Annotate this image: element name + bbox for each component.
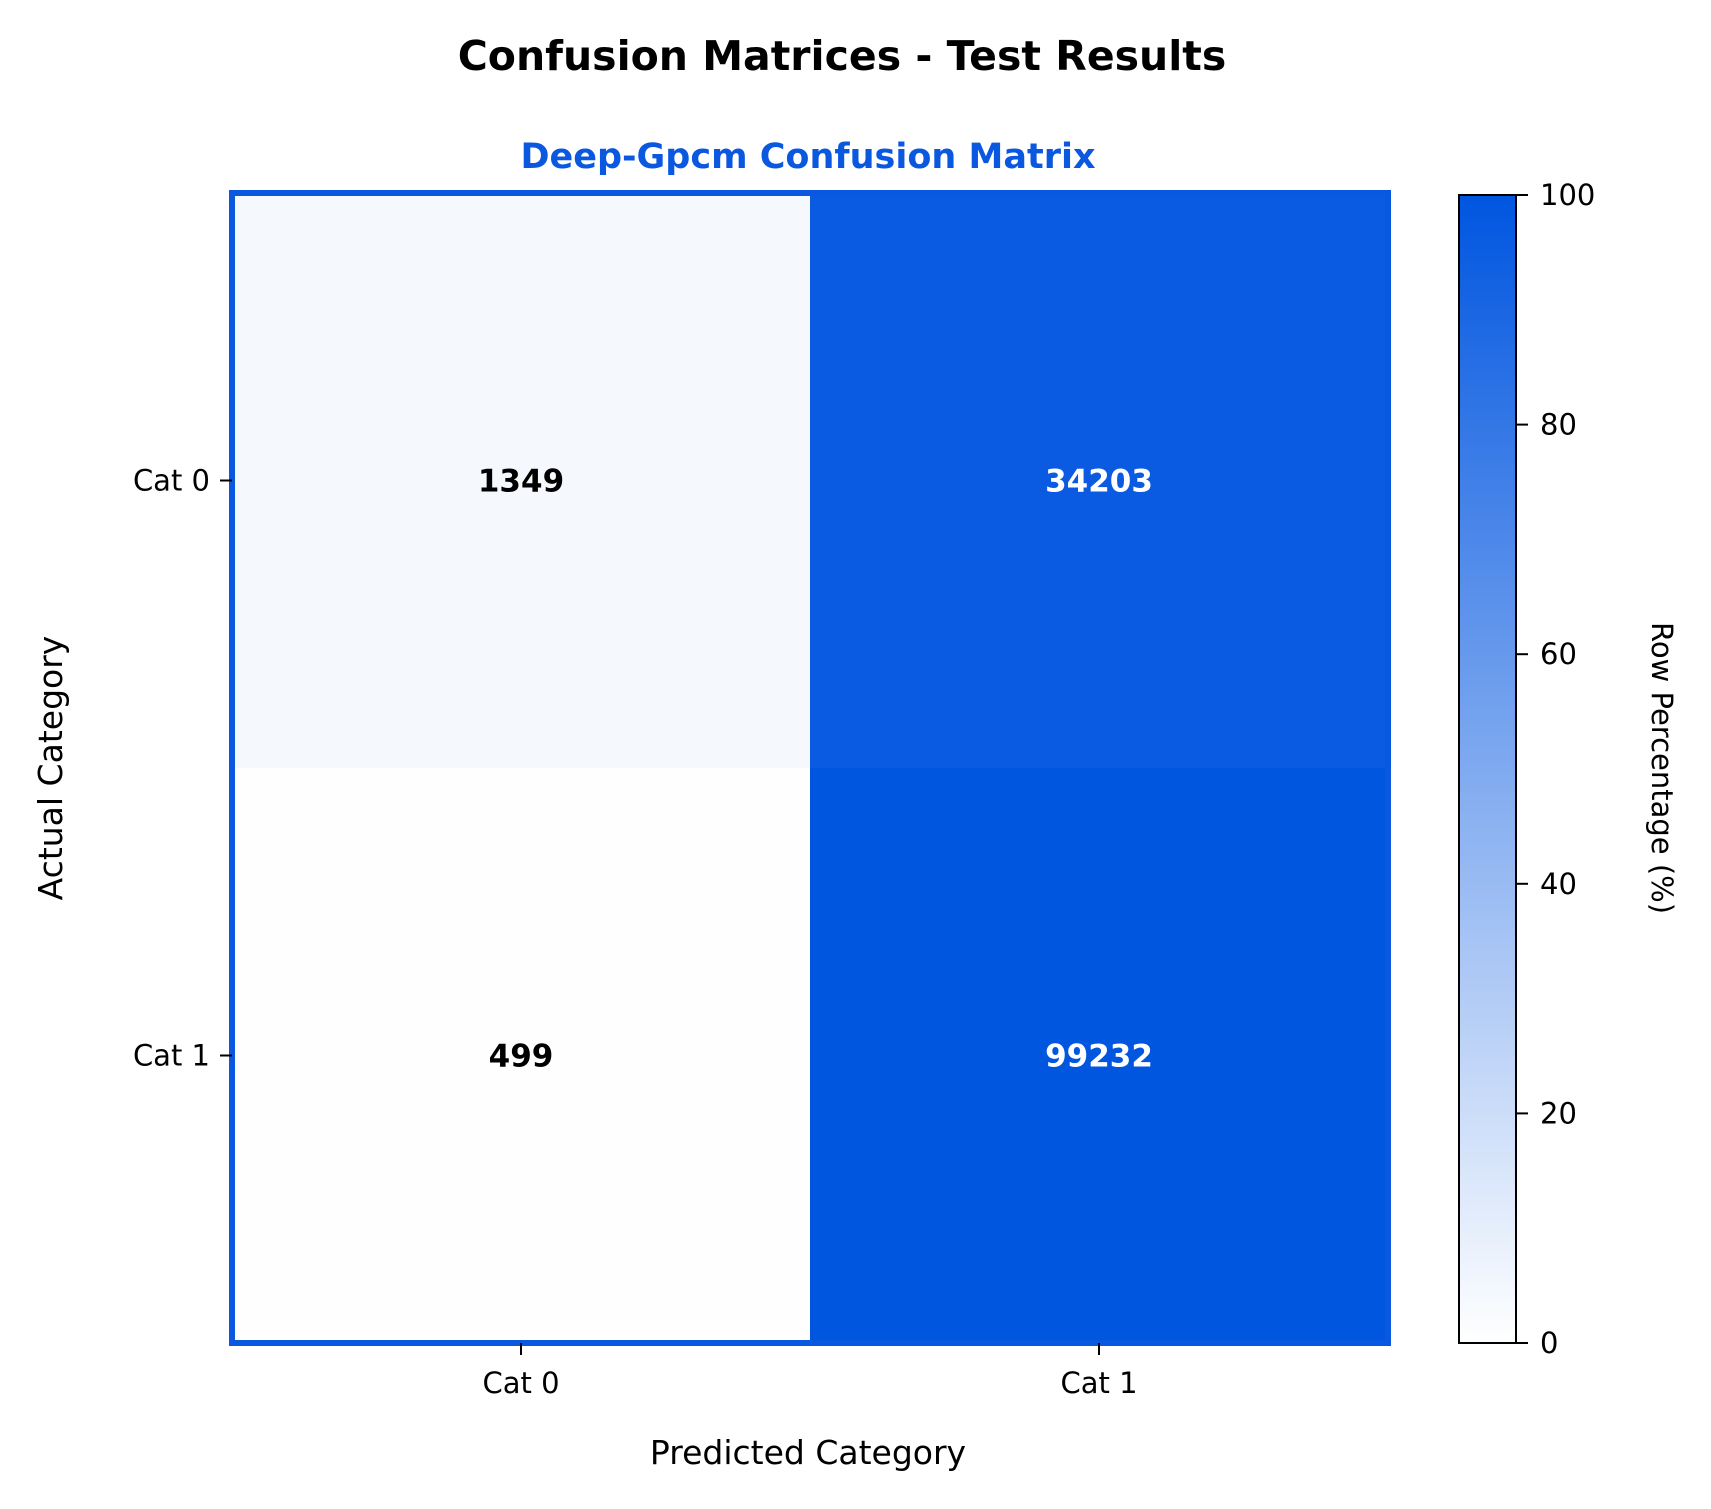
heatmap-cell-r1-c0 [232, 768, 811, 1344]
plot-frame [229, 190, 1391, 1346]
x-axis-ticks: Cat 0 Cat 1 [482, 1343, 1138, 1400]
figure-title: Confusion Matrices - Test Results [458, 32, 1227, 80]
colorbar-tick-label: 20 [1540, 1096, 1577, 1130]
colorbar-tick-label: 80 [1540, 408, 1577, 442]
heatmap-cell-r1-c1 [810, 768, 1389, 1344]
chart-title: Deep-Gpcm Confusion Matrix [520, 137, 1095, 177]
colorbar-tick-label: 100 [1540, 178, 1595, 212]
colorbar-tick-label: 40 [1540, 867, 1577, 901]
cell-count-r1-c1: 99232 [1045, 1039, 1153, 1075]
colorbar-ticks: 0 20 40 60 80 100 [1516, 178, 1595, 1360]
cell-count-r1-c0: 499 [489, 1039, 554, 1075]
cell-count-r0-c1: 34203 [1045, 464, 1153, 500]
colorbar-tick-label: 0 [1540, 1326, 1558, 1360]
x-tick-label: Cat 0 [482, 1366, 559, 1400]
y-tick-label: Cat 0 [133, 464, 210, 498]
y-axis-label: Actual Category [31, 636, 70, 901]
colorbar-label: Row Percentage (%) [1645, 622, 1679, 914]
colorbar-tick-label: 60 [1540, 637, 1577, 671]
colorbar [1458, 194, 1517, 1344]
y-tick-label: Cat 1 [133, 1039, 210, 1073]
x-axis-label: Predicted Category [650, 1433, 966, 1472]
y-axis-ticks: Cat 0 Cat 1 [133, 464, 232, 1073]
heatmap-cell-r0-c1 [810, 193, 1389, 769]
cell-count-r0-c0: 1349 [478, 464, 564, 500]
x-tick-label: Cat 1 [1060, 1366, 1137, 1400]
heatmap-cell-r0-c0 [232, 193, 811, 769]
heatmap-cell-labels: 1349 34203 499 99232 [478, 464, 1153, 1075]
heatmap-cells [232, 193, 1389, 1344]
